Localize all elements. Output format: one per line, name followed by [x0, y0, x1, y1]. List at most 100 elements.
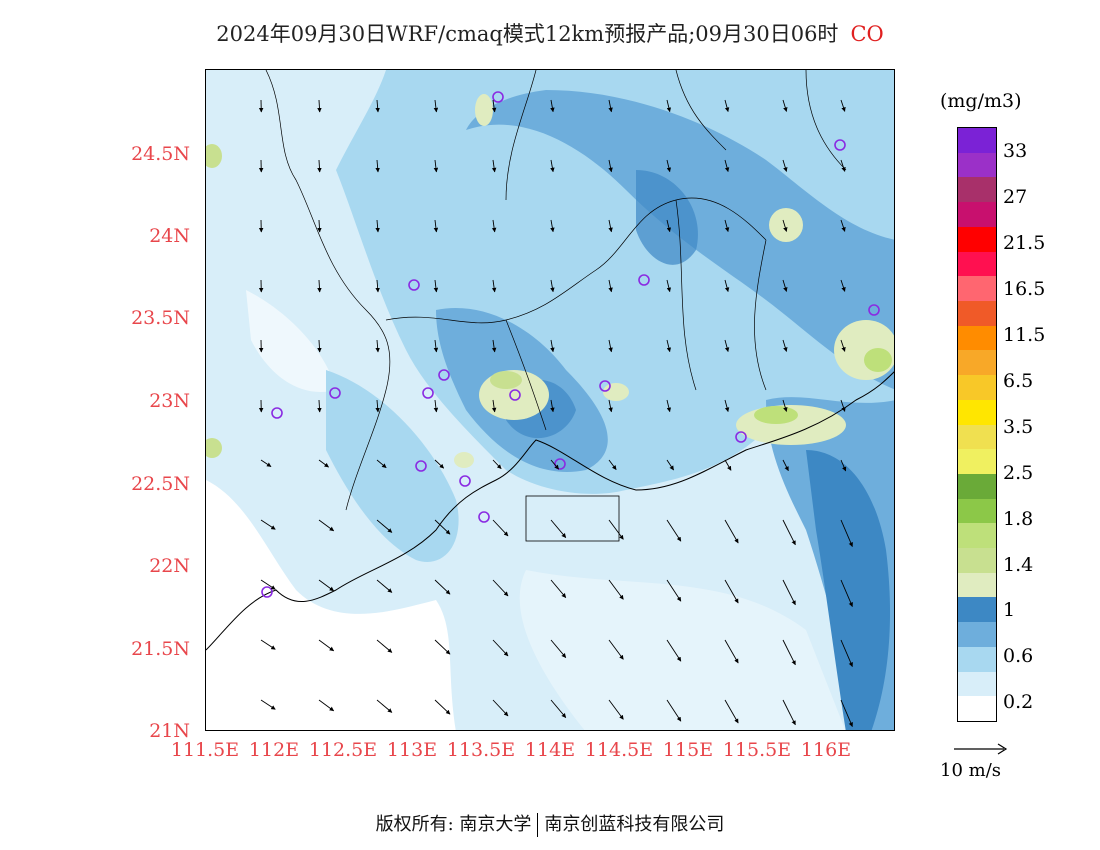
wind-vector [317, 99, 322, 113]
wind-vector [492, 519, 509, 537]
wind-vector [375, 279, 380, 293]
colorbar-segment [958, 276, 996, 302]
colorbar-segment [958, 399, 996, 425]
hotspot-ne [769, 208, 803, 242]
wind-vector [260, 579, 276, 590]
wind-vector [666, 279, 672, 293]
wind-vector [666, 159, 672, 173]
wind-vector [492, 459, 502, 470]
wind-vector [608, 99, 613, 113]
wind-vector [433, 399, 439, 413]
wind-vector [318, 459, 329, 468]
wind-vector [433, 99, 439, 113]
wind-vector [317, 279, 322, 293]
ocean-light [519, 570, 846, 730]
wind-vector [666, 219, 672, 233]
wind-vector [724, 99, 730, 113]
colorbar-label: 2.5 [1003, 462, 1034, 484]
wind-vector [318, 699, 335, 712]
wind-vector [550, 699, 567, 718]
lon-label: 115.5E [722, 739, 792, 761]
wind-vector [840, 99, 846, 112]
lat-label: 21.5N [131, 638, 190, 660]
colorbar-segment [958, 177, 996, 203]
hotspot-shanwei-core [754, 406, 798, 424]
colorbar-label: 6.5 [1003, 370, 1034, 392]
wind-vector [608, 219, 613, 233]
wind-vector [666, 99, 672, 113]
wind-vector [782, 99, 788, 112]
low-area-sw [206, 480, 456, 730]
wind-vector [840, 399, 846, 412]
wind-vector [491, 399, 497, 413]
wind-vector [724, 159, 730, 173]
hotspot-west-2 [206, 438, 222, 458]
wind-vector [608, 279, 613, 293]
wind-vector [782, 459, 789, 472]
wind-vector [666, 639, 682, 662]
wind-vector [724, 339, 730, 353]
wind-vector [782, 579, 796, 606]
wind-vector [840, 519, 853, 548]
station-marker [459, 475, 471, 487]
station-marker [638, 274, 650, 286]
lat-label: 23.5N [131, 307, 190, 329]
wind-vector [375, 339, 380, 353]
colorbar-segment [958, 671, 996, 697]
wind-vector [433, 159, 439, 173]
wind-vector [724, 579, 739, 604]
station-marker [868, 304, 880, 316]
colorbar-segment [958, 473, 996, 500]
wind-vector [492, 699, 509, 717]
land-medium-2 [326, 370, 459, 562]
wind-vector [782, 219, 788, 232]
colorbar-segment [958, 597, 996, 623]
wind-vector [491, 279, 497, 293]
station-marker [408, 279, 420, 291]
wind-vector [782, 519, 796, 546]
colorbar-label: 1.4 [1003, 554, 1034, 576]
lat-label: 22N [149, 555, 190, 577]
colorbar-segment [958, 696, 996, 722]
wind-vector [376, 519, 393, 533]
station-marker [438, 369, 450, 381]
wind-vector [550, 99, 555, 113]
wind-vector [492, 579, 509, 597]
wind-vector [550, 639, 567, 658]
colorbar-segment [958, 449, 996, 475]
wind-vector [550, 579, 567, 598]
wind-vector [666, 579, 682, 602]
hotspot-east [834, 320, 894, 380]
wind-vector [608, 639, 624, 660]
colorbar-segment [958, 375, 996, 401]
wind-vectors [258, 99, 853, 728]
station-marker [735, 431, 747, 443]
colorbar-label: 16.5 [1003, 278, 1046, 300]
wind-vector [666, 339, 672, 353]
colorbar-segment [958, 424, 996, 450]
wind-vector [840, 459, 847, 472]
wind-vector [376, 459, 387, 469]
colorbar-segment [958, 202, 996, 228]
lat-label: 23N [149, 390, 190, 412]
station-marker [509, 389, 521, 401]
hotspot-west-1 [206, 144, 222, 168]
hk-region-box [525, 495, 620, 542]
copyright-left: 版权所有: 南京大学 [375, 814, 532, 835]
lat-label: 21N [149, 720, 190, 742]
blob-dark-1 [636, 170, 698, 265]
station-marker [599, 380, 611, 392]
coast-band-dark [806, 450, 891, 730]
wind-vector [376, 699, 393, 713]
wind-vector [550, 459, 560, 470]
wind-vector [782, 699, 796, 726]
colorbar-unit: (mg/m3) [940, 90, 1022, 112]
wind-vector [317, 219, 322, 233]
station-marker [554, 458, 566, 470]
wind-vector [491, 339, 497, 353]
wind-vector [608, 579, 624, 600]
wind-vector [318, 519, 335, 532]
wind-vector [782, 399, 788, 412]
wind-vector [840, 219, 846, 232]
wind-vector [724, 279, 730, 293]
